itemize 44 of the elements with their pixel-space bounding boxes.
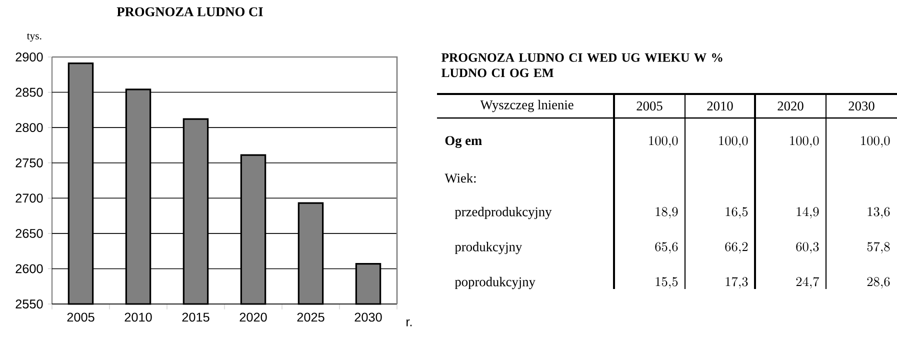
text: poprodukcyjny [454,276,536,290]
data-label: 100,0 [861,136,890,148]
y-tick-label: 2850 [16,88,43,97]
y-tick-label: 2600 [16,264,43,274]
x-tick-label: 2010 [124,312,152,322]
data-label: 14,9 [796,206,819,219]
data-label: 17,3 [726,276,748,289]
y-tick-label: 2900 [16,52,43,62]
data-label: 100,0 [790,136,819,148]
data-label: 57,8 [867,242,890,254]
data-label: 65,6 [655,242,678,254]
data-label: 60,3 [796,242,819,254]
y-tick-label: 2550 [16,300,43,308]
category-label: 2030 [848,102,874,110]
data-label: 13,6 [868,207,890,219]
text: produkcyjny [454,242,522,254]
y-axis-title: tys. [26,33,42,42]
text: Og em [445,136,482,148]
text: PROGNOZA LUDNO CI WED UG WIEKU W % LUDNO CI OG EM [441,53,722,78]
chart-title: PROGNOZA LUDNO CI [116,7,263,16]
text: Wiek: [444,173,476,183]
x-tick-label: 2005 [67,312,94,322]
data-label: 24,7 [796,276,820,289]
x-tick-label: 2030 [354,312,382,322]
y-tick-label: 2750 [16,158,43,168]
x-tick-label: 2015 [182,312,210,322]
y-tick-label: 2800 [16,123,43,132]
text: przedprodukcyjny [454,206,552,220]
x-tick-label: 2025 [297,312,324,322]
data-label: 100,0 [719,136,748,148]
x-axis-title: r. [406,319,412,326]
y-tick-label: 2650 [16,228,43,238]
data-label: 18,9 [656,207,678,219]
data-label: 16,5 [726,207,748,219]
category-label: 2005 [636,102,662,110]
data-label: 100,0 [649,136,678,148]
category-label: 2020 [778,102,804,110]
data-label: 66,2 [725,242,748,254]
y-tick-label: 2700 [16,194,43,203]
data-label: 15,5 [656,277,678,289]
x-tick-label: 2020 [240,312,267,322]
text: Wyszczeg lnienie [480,100,574,112]
category-label: 2010 [707,102,733,110]
data-label: 28,6 [867,277,890,289]
